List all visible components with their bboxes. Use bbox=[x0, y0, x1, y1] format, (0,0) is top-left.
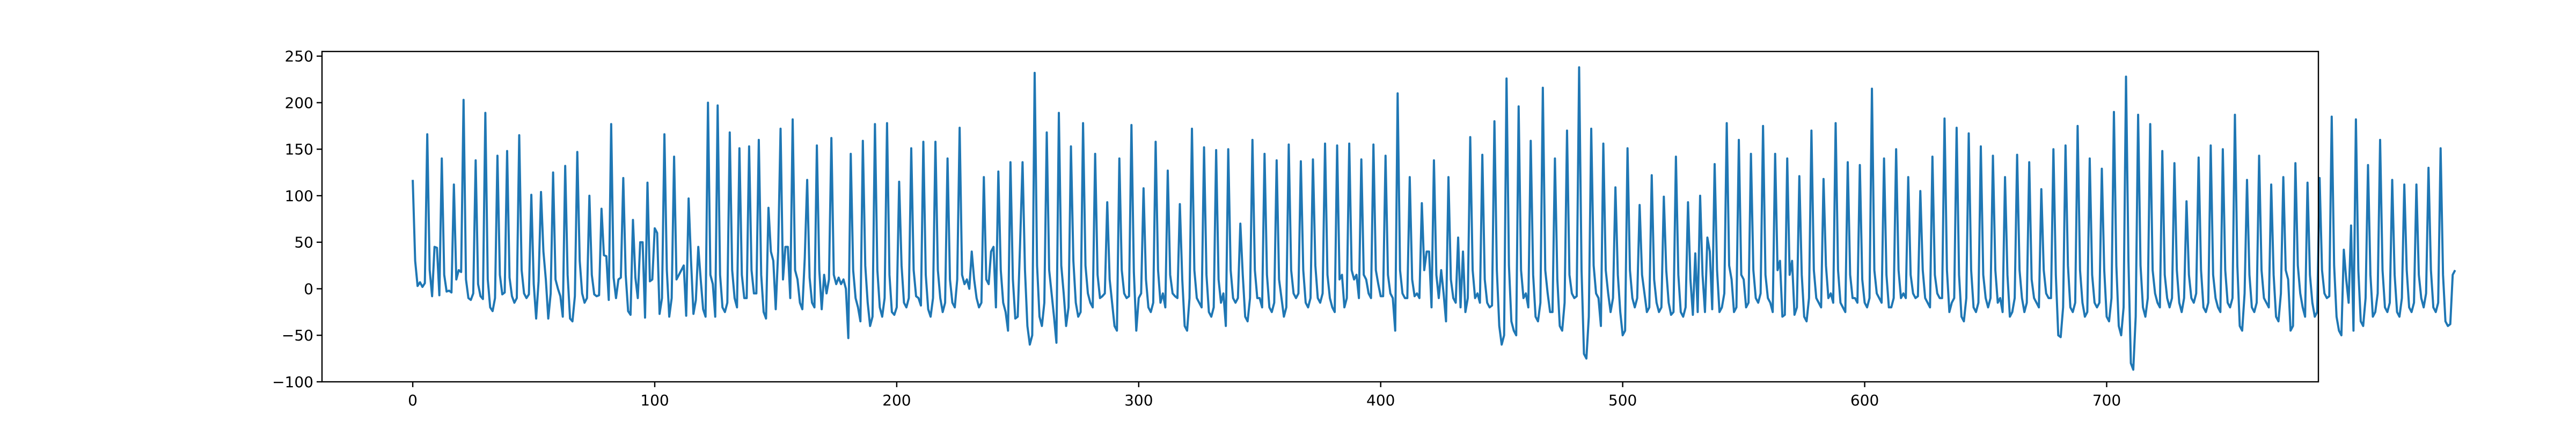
y-axis: −100 −50 0 50 100 150 200 250 bbox=[272, 48, 322, 391]
y-tick-label: −50 bbox=[282, 327, 313, 344]
plot-area bbox=[321, 50, 2456, 383]
y-tick-label: 0 bbox=[304, 280, 313, 298]
x-tick-label: 0 bbox=[408, 391, 418, 409]
series-line bbox=[412, 66, 2456, 371]
x-tick-label: 400 bbox=[1366, 391, 1395, 409]
y-tick-label: 150 bbox=[285, 140, 313, 158]
x-tick-label: 100 bbox=[640, 391, 669, 409]
x-tick-label: 700 bbox=[2092, 391, 2121, 409]
x-tick-label: 200 bbox=[882, 391, 911, 409]
y-tick-label: 100 bbox=[285, 187, 313, 205]
x-axis: 0 100 200 300 400 500 600 700 bbox=[408, 382, 2121, 409]
y-tick-label: 250 bbox=[285, 48, 313, 65]
axes-frame bbox=[321, 50, 2319, 383]
y-tick-label: 200 bbox=[285, 94, 313, 112]
y-tick-label: 50 bbox=[294, 234, 313, 252]
x-tick-label: 300 bbox=[1124, 391, 1153, 409]
x-tick-label: 500 bbox=[1608, 391, 1637, 409]
y-tick-label: −100 bbox=[272, 373, 313, 391]
x-tick-label: 600 bbox=[1850, 391, 1879, 409]
